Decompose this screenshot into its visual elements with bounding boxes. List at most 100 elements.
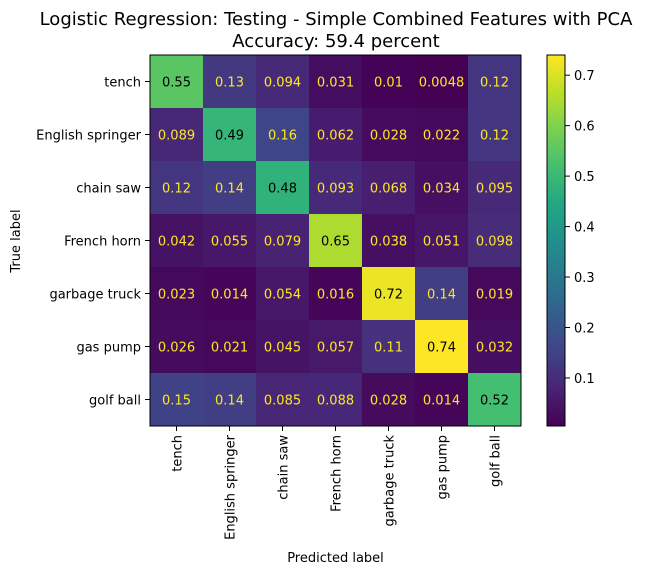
heatmap-cell [362, 373, 416, 427]
cell-value-label: 0.0048 [419, 76, 465, 91]
colorbar-ticks: 0.1 0.2 0.3 0.4 0.5 0.6 0.7 [565, 69, 595, 387]
heatmap-cell [150, 214, 204, 268]
heatmap-cell-values: 0.55 0.13 0.094 0.031 0.01 0.0048 0.12 0.089 0.4… [158, 76, 513, 409]
heatmap-cell [309, 108, 363, 162]
cell-value-label: 0.14 [427, 288, 456, 303]
heatmap-cell [468, 373, 522, 427]
heatmap-cell [150, 320, 204, 374]
colorbar-tick-label: 0.1 [574, 372, 595, 387]
cell-value-label: 0.034 [423, 182, 460, 197]
y-tick-label: chain saw [76, 182, 141, 197]
cell-value-label: 0.062 [317, 129, 354, 144]
heatmap-cell [468, 108, 522, 162]
heatmap-cell [150, 267, 204, 321]
heatmap-cell [150, 108, 204, 162]
cell-value-label: 0.016 [317, 288, 354, 303]
cell-value-label: 0.72 [374, 288, 403, 303]
cell-value-label: 0.085 [264, 394, 301, 409]
chart-title-line-2: Accuracy: 59.4 percent [232, 31, 439, 52]
cell-value-label: 0.11 [374, 341, 403, 356]
heatmap-cell [150, 55, 204, 109]
cell-value-label: 0.042 [158, 235, 195, 250]
heatmap-cell [256, 320, 310, 374]
heatmap-cell [415, 373, 469, 427]
cell-value-label: 0.019 [476, 288, 513, 303]
x-axis-label: Predicted label [287, 551, 384, 566]
cell-value-label: 0.032 [476, 341, 513, 356]
heatmap-cell [362, 161, 416, 215]
cell-value-label: 0.14 [215, 394, 244, 409]
cell-value-label: 0.031 [317, 76, 354, 91]
heatmap-cell [150, 161, 204, 215]
cell-value-label: 0.038 [370, 235, 407, 250]
x-tick-label: French horn [330, 435, 345, 512]
heatmap-cells [150, 55, 522, 427]
colorbar-tick-label: 0.4 [574, 221, 595, 236]
cell-value-label: 0.094 [264, 76, 301, 91]
heatmap-cell [256, 161, 310, 215]
heatmap-cell [309, 320, 363, 374]
cell-value-label: 0.098 [476, 235, 513, 250]
heatmap-cell [415, 267, 469, 321]
cell-value-label: 0.52 [480, 394, 509, 409]
cell-value-label: 0.028 [370, 394, 407, 409]
heatmap-cell [309, 373, 363, 427]
cell-value-label: 0.014 [211, 288, 248, 303]
heatmap-cell [362, 214, 416, 268]
cell-value-label: 0.15 [162, 394, 191, 409]
heatmap-cell [415, 108, 469, 162]
colorbar-tick-label: 0.3 [574, 271, 595, 286]
heatmap-cell [203, 161, 257, 215]
cell-value-label: 0.48 [268, 182, 297, 197]
colorbar [546, 54, 566, 427]
heatmap-cell [415, 55, 469, 109]
heatmap-cell [203, 55, 257, 109]
heatmap-cell [256, 108, 310, 162]
heatmap-cell [309, 214, 363, 268]
heatmap-cell [309, 55, 363, 109]
x-tick-label: tench [171, 435, 186, 472]
colorbar-tick-label: 0.7 [574, 69, 595, 84]
cell-value-label: 0.057 [317, 341, 354, 356]
colorbar-tick-label: 0.5 [574, 170, 595, 185]
cell-value-label: 0.74 [427, 341, 456, 356]
cell-value-label: 0.12 [480, 76, 509, 91]
chart-title-line-1: Logistic Regression: Testing - Simple Co… [40, 9, 633, 30]
y-tick-label: English springer [36, 129, 142, 144]
heatmap-cell [256, 267, 310, 321]
heatmap-cell [415, 161, 469, 215]
cell-value-label: 0.021 [211, 341, 248, 356]
cell-value-label: 0.088 [317, 394, 354, 409]
cell-value-label: 0.49 [215, 129, 244, 144]
x-tick-label: golf ball [489, 435, 504, 487]
heatmap-cell [362, 55, 416, 109]
x-tick-label: English springer [224, 434, 239, 540]
heatmap-cell [362, 108, 416, 162]
heatmap-cell [203, 373, 257, 427]
cell-value-label: 0.014 [423, 394, 460, 409]
cell-value-label: 0.028 [370, 129, 407, 144]
heatmap-cell [468, 267, 522, 321]
cell-value-label: 0.079 [264, 235, 301, 250]
cell-value-label: 0.095 [476, 182, 513, 197]
cell-value-label: 0.12 [162, 182, 191, 197]
colorbar-tick-label: 0.6 [574, 120, 595, 135]
cell-value-label: 0.13 [215, 76, 244, 91]
heatmap-cell [362, 267, 416, 321]
cell-value-label: 0.026 [158, 341, 195, 356]
y-axis-label: True label [9, 209, 24, 273]
y-tick-label: gas pump [76, 341, 141, 356]
cell-value-label: 0.068 [370, 182, 407, 197]
heatmap-cell [150, 373, 204, 427]
cell-value-label: 0.01 [374, 76, 403, 91]
cell-value-label: 0.089 [158, 129, 195, 144]
x-tick-label: chain saw [277, 435, 292, 500]
heatmap-cell [256, 373, 310, 427]
heatmap-cell [256, 55, 310, 109]
heatmap-cell [362, 320, 416, 374]
y-axis-ticks: tench English springer chain saw French hor… [36, 76, 150, 409]
y-tick-label: garbage truck [49, 288, 141, 303]
cell-value-label: 0.022 [423, 129, 460, 144]
x-axis-ticks: tench English springer chain saw French hor… [171, 426, 504, 540]
